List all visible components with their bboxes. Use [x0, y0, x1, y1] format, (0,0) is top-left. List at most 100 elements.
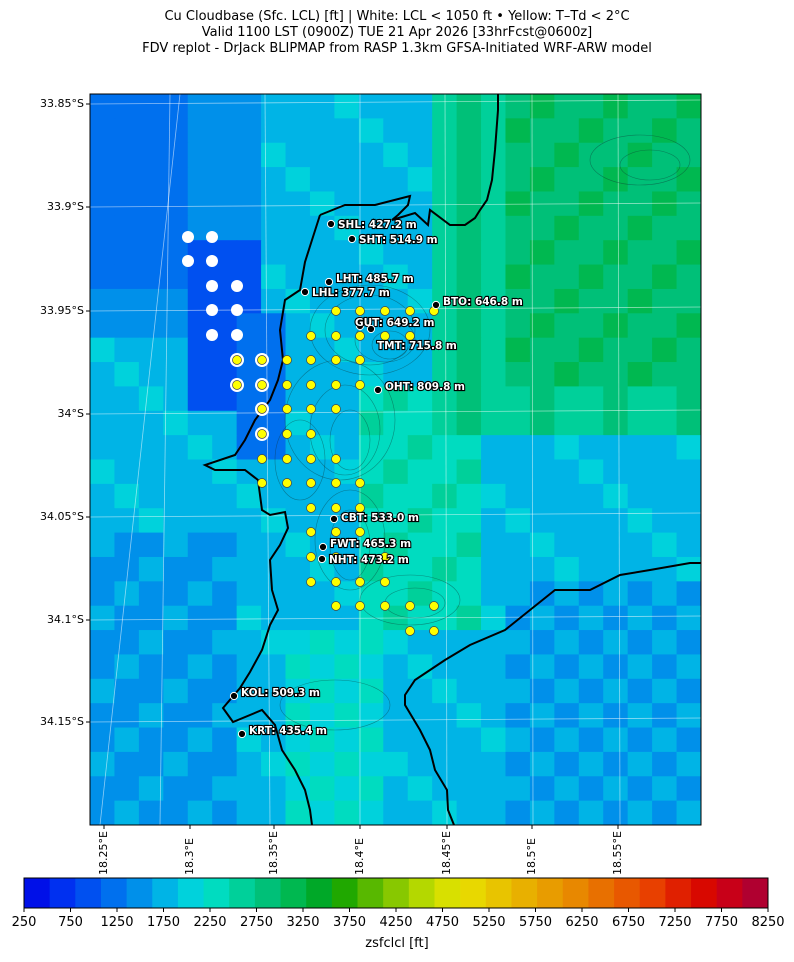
heat-cell [603, 483, 629, 509]
heat-cell [456, 337, 482, 363]
heat-cell [627, 264, 653, 290]
heat-cell [627, 776, 653, 802]
heat-cell [163, 483, 189, 509]
heat-cell [212, 556, 238, 582]
heat-cell [285, 727, 311, 753]
heat-cell [163, 727, 189, 753]
heat-cell [481, 483, 507, 509]
heat-cell [578, 94, 604, 119]
heat-cell [138, 313, 164, 339]
heat-cell [603, 410, 629, 436]
heat-cell [163, 532, 189, 558]
heat-cell [554, 532, 580, 558]
heat-cell [627, 142, 653, 168]
heat-cell [505, 776, 531, 802]
colorbar-tick-label: 6750 [611, 915, 646, 930]
heat-cell [187, 142, 213, 168]
heat-cell [383, 654, 409, 680]
heat-cell [212, 776, 238, 802]
saturated-dot [380, 552, 390, 562]
heat-cell [407, 386, 433, 412]
heat-cell [114, 142, 140, 168]
heat-cell [212, 508, 238, 534]
heat-cell [407, 751, 433, 777]
heat-cell [603, 264, 629, 290]
lon-tick-label: 18.4°E [353, 838, 366, 875]
heat-cell [529, 288, 555, 314]
heat-cell [432, 142, 458, 168]
heat-cell [432, 703, 458, 729]
saturated-dot [355, 527, 365, 537]
map-title-line-3: FDV replot - DrJack BLIPMAP from RASP 1.… [142, 41, 652, 56]
heat-cell [554, 337, 580, 363]
heat-cell [261, 654, 287, 680]
heat-cell [432, 264, 458, 290]
heat-cell [529, 630, 555, 656]
heat-cell [236, 118, 262, 144]
heat-cell [261, 264, 287, 290]
heat-cell [676, 264, 701, 290]
heat-cell [432, 240, 458, 266]
heat-cell [261, 215, 287, 241]
heat-cell [578, 435, 604, 461]
saturated-dot [257, 404, 267, 414]
colorbar-swatch [537, 878, 564, 908]
heat-cell [187, 654, 213, 680]
saturated-dot [306, 478, 316, 488]
heat-cell [481, 727, 507, 753]
heat-cell [114, 800, 140, 825]
heat-cell [187, 191, 213, 217]
heat-cell [627, 483, 653, 509]
heat-cell [236, 142, 262, 168]
heat-cell [432, 727, 458, 753]
heat-cell [505, 215, 531, 241]
heat-cell [456, 435, 482, 461]
heat-cell [358, 94, 384, 119]
colorbar-swatch [126, 878, 153, 908]
heat-cell [676, 581, 701, 607]
heat-cell [676, 556, 701, 582]
saturated-dot [331, 454, 341, 464]
heat-cell [529, 703, 555, 729]
heat-cell [481, 703, 507, 729]
heat-cell [114, 678, 140, 704]
heat-cell [505, 581, 531, 607]
heat-cell [456, 483, 482, 509]
heat-cell [334, 264, 360, 290]
heat-cell [529, 386, 555, 412]
heat-cell [456, 362, 482, 387]
heat-cell [212, 118, 238, 144]
saturated-dot [257, 380, 267, 390]
low-lcl-dot [206, 329, 218, 341]
heat-cell [432, 362, 458, 387]
heat-cell [212, 630, 238, 656]
colorbar-tick-label: 2750 [239, 915, 274, 930]
saturated-dot [232, 380, 242, 390]
heat-cell [358, 776, 384, 802]
heat-cell [554, 215, 580, 241]
heat-cell [163, 776, 189, 802]
heat-cell [90, 776, 116, 802]
saturated-dot [331, 331, 341, 341]
heat-cell [432, 483, 458, 509]
heat-cell [505, 459, 531, 485]
colorbar-frame [23, 877, 769, 909]
saturated-dot [306, 503, 316, 513]
heat-cell [456, 678, 482, 704]
heat-cell [236, 191, 262, 217]
heat-cell [529, 654, 555, 680]
heat-cell [212, 142, 238, 168]
heat-cell [505, 727, 531, 753]
colorbar-tick-label: 3250 [286, 915, 320, 930]
heat-cell [90, 264, 116, 290]
heat-cell [187, 435, 213, 461]
heat-cell [529, 410, 555, 436]
colorbar-tick-label: 5250 [472, 915, 506, 930]
heat-cell [407, 264, 433, 290]
heat-cell [627, 386, 653, 412]
heat-cell [603, 630, 629, 656]
map-title-line-2: Valid 1100 LST (0900Z) TUE 21 Apr 2026 [… [201, 25, 593, 40]
heat-cell [334, 240, 360, 266]
saturated-dot [355, 601, 365, 611]
station-cbt-marker [329, 514, 339, 524]
